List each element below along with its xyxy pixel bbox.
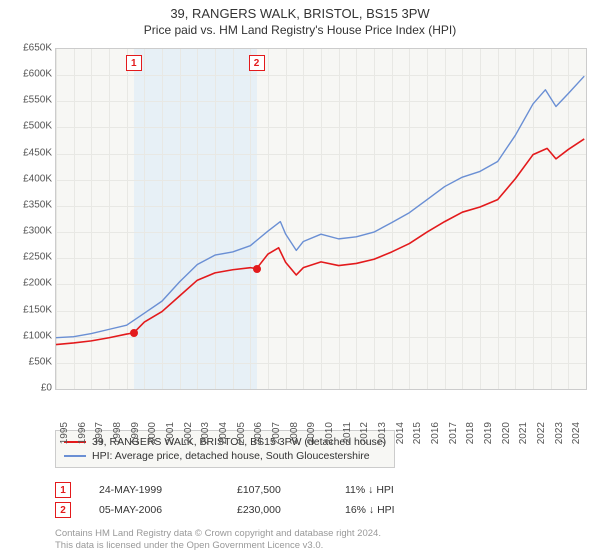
footer-line-2: This data is licensed under the Open Gov… (55, 540, 381, 552)
x-axis-label: 2014 (395, 422, 406, 444)
y-axis-label: £650K (8, 43, 52, 54)
x-axis-label: 1995 (59, 422, 70, 444)
x-axis-label: 2005 (236, 422, 247, 444)
series-line (56, 76, 584, 338)
sale-marker-1: 1 (55, 482, 71, 498)
x-axis-label: 2013 (377, 422, 388, 444)
legend-swatch-hpi (64, 455, 86, 457)
x-axis-label: 2012 (359, 422, 370, 444)
y-axis-label: £500K (8, 121, 52, 132)
line-series-svg (56, 49, 586, 389)
y-axis-label: £50K (8, 356, 52, 367)
y-axis-label: £150K (8, 304, 52, 315)
x-axis-label: 2008 (289, 422, 300, 444)
x-axis-label: 2024 (571, 422, 582, 444)
y-axis-label: £450K (8, 147, 52, 158)
plot-area: 12 (55, 48, 587, 390)
sales-table: 1 24-MAY-1999 £107,500 11% ↓ HPI 2 05-MA… (55, 480, 435, 520)
x-axis-label: 2001 (165, 422, 176, 444)
x-axis-label: 2004 (218, 422, 229, 444)
sale-marker-flag-1: 1 (126, 55, 142, 71)
legend-label-hpi: HPI: Average price, detached house, Sout… (92, 450, 370, 462)
y-axis-label: £250K (8, 252, 52, 263)
footer-attribution: Contains HM Land Registry data © Crown c… (55, 528, 381, 553)
x-axis-label: 2011 (342, 422, 353, 444)
sale-pct-2: 16% ↓ HPI (345, 504, 435, 516)
sale-row-1: 1 24-MAY-1999 £107,500 11% ↓ HPI (55, 480, 435, 500)
y-axis-label: £300K (8, 226, 52, 237)
y-axis-label: £200K (8, 278, 52, 289)
x-axis-label: 2019 (483, 422, 494, 444)
sale-row-2: 2 05-MAY-2006 £230,000 16% ↓ HPI (55, 500, 435, 520)
sale-dot-2 (253, 265, 261, 273)
y-axis-label: £0 (8, 383, 52, 394)
x-axis-label: 2007 (271, 422, 282, 444)
chart-title: 39, RANGERS WALK, BRISTOL, BS15 3PW (0, 0, 600, 21)
legend-item-hpi: HPI: Average price, detached house, Sout… (64, 449, 386, 463)
sale-dot-1 (130, 329, 138, 337)
sale-marker-2: 2 (55, 502, 71, 518)
y-axis-label: £600K (8, 69, 52, 80)
x-axis-label: 2021 (518, 422, 529, 444)
x-axis-label: 2003 (200, 422, 211, 444)
sale-date-2: 05-MAY-2006 (99, 504, 209, 516)
x-axis-label: 1997 (94, 422, 105, 444)
y-axis-label: £350K (8, 199, 52, 210)
series-line (56, 139, 584, 345)
y-axis-label: £550K (8, 95, 52, 106)
x-axis-label: 2020 (501, 422, 512, 444)
x-axis-label: 2018 (465, 422, 476, 444)
footer-line-1: Contains HM Land Registry data © Crown c… (55, 528, 381, 540)
x-axis-label: 2010 (324, 422, 335, 444)
x-axis-label: 1996 (77, 422, 88, 444)
chart-container: 39, RANGERS WALK, BRISTOL, BS15 3PW Pric… (0, 0, 600, 560)
sale-date-1: 24-MAY-1999 (99, 484, 209, 496)
y-axis-label: £100K (8, 330, 52, 341)
sale-price-1: £107,500 (237, 484, 317, 496)
x-axis-label: 2009 (306, 422, 317, 444)
x-axis-label: 1999 (130, 422, 141, 444)
x-axis-label: 1998 (112, 422, 123, 444)
x-axis-label: 2017 (448, 422, 459, 444)
x-axis-label: 2002 (183, 422, 194, 444)
sale-marker-flag-2: 2 (249, 55, 265, 71)
x-axis-label: 2022 (536, 422, 547, 444)
x-axis-label: 2016 (430, 422, 441, 444)
sale-price-2: £230,000 (237, 504, 317, 516)
x-axis-label: 2006 (253, 422, 264, 444)
y-axis-label: £400K (8, 173, 52, 184)
x-axis-label: 2000 (147, 422, 158, 444)
x-axis-label: 2015 (412, 422, 423, 444)
chart-subtitle: Price paid vs. HM Land Registry's House … (0, 21, 600, 41)
sale-pct-1: 11% ↓ HPI (345, 484, 435, 496)
x-axis-label: 2023 (554, 422, 565, 444)
